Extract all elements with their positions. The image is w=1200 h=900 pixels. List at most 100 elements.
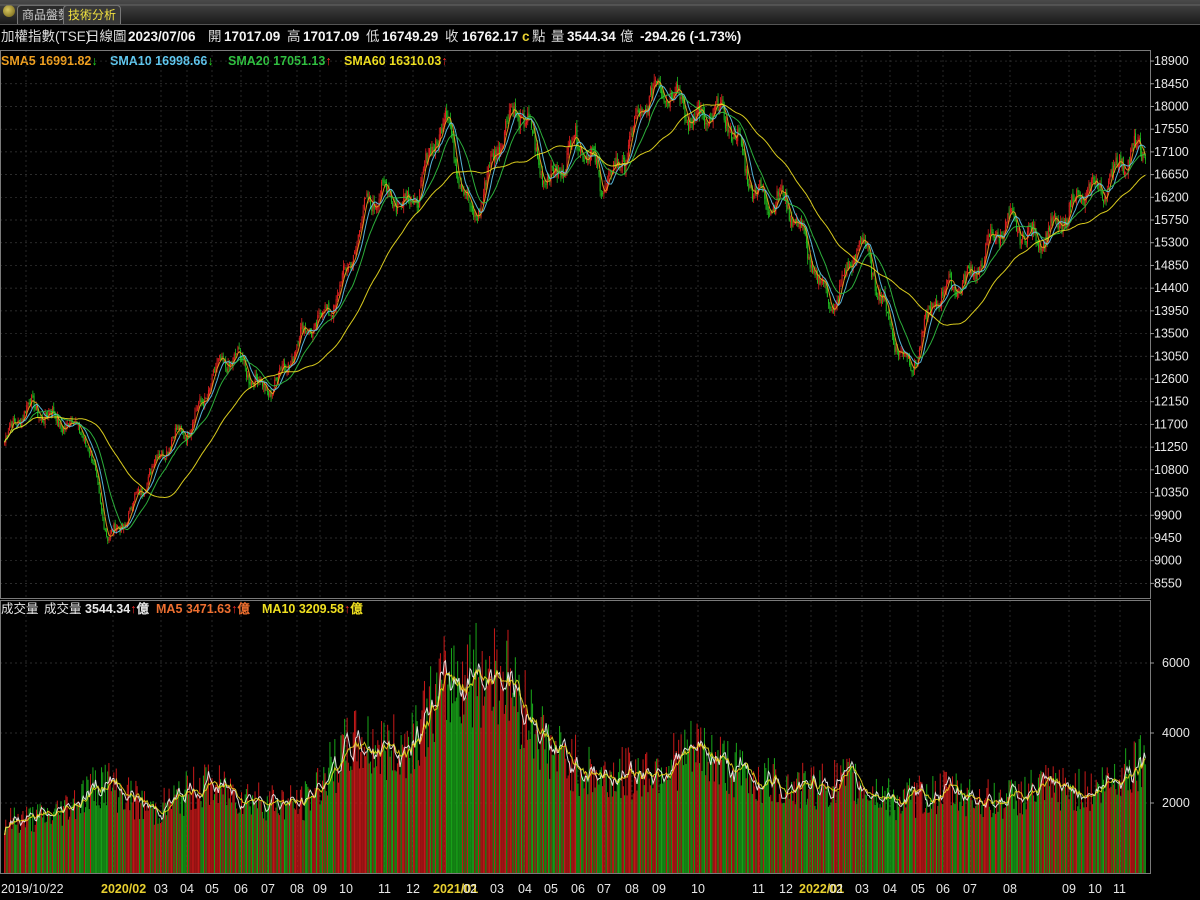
candle-body xyxy=(1012,208,1014,212)
candle-body xyxy=(632,126,634,134)
candle-body xyxy=(928,306,930,308)
volume-bar xyxy=(685,763,687,873)
volume-bar xyxy=(286,800,288,873)
candle-body xyxy=(81,433,83,435)
vol-ma10-legend[interactable]: MA10 3209.58↑億 xyxy=(262,602,363,616)
volume-bar xyxy=(738,772,740,873)
volume-bar xyxy=(522,705,524,873)
volume-bar xyxy=(697,728,699,873)
volume-bar xyxy=(578,795,580,873)
volume-bar xyxy=(950,805,952,873)
volume-bar xyxy=(395,771,397,873)
candle-body xyxy=(898,351,900,357)
candle-body xyxy=(744,155,746,172)
volume-bar xyxy=(13,807,15,873)
symbol-name[interactable]: 加權指數(TSE) xyxy=(1,29,91,44)
candle-body xyxy=(1061,223,1063,231)
candle-body xyxy=(66,423,68,426)
volume-bar xyxy=(352,732,354,873)
volume-bar xyxy=(270,799,272,873)
volume-bar xyxy=(466,644,468,873)
candle-body xyxy=(502,144,504,149)
volume-bar xyxy=(414,769,416,873)
candle-body xyxy=(1035,228,1037,243)
volume-bar xyxy=(588,746,590,873)
volume-legend-value[interactable]: 成交量 3544.34↑億 xyxy=(44,602,149,616)
volume-bar xyxy=(998,792,1000,873)
volume-bar xyxy=(749,774,751,873)
volume-bar xyxy=(495,660,497,873)
high-label: 高 xyxy=(287,29,301,44)
volume-bar xyxy=(880,807,882,873)
volume-bar xyxy=(277,813,279,873)
volume-bar xyxy=(105,805,107,873)
candle-body xyxy=(966,266,968,274)
price-tick-label: 18450 xyxy=(1154,77,1189,91)
candle-body xyxy=(631,133,633,135)
volume-bar xyxy=(382,742,384,873)
volume-bar xyxy=(317,768,319,873)
candle-body xyxy=(199,398,201,403)
x-tick-label: 11 xyxy=(752,882,765,896)
candle-body xyxy=(473,210,475,218)
volume-bar xyxy=(877,802,879,873)
volume-bar xyxy=(430,666,432,873)
x-tick-label: 05 xyxy=(205,882,219,896)
volume-bar xyxy=(570,790,572,873)
candle-body xyxy=(281,365,283,369)
volume-bar xyxy=(859,783,861,873)
volume-bar xyxy=(279,815,281,873)
candle-body xyxy=(909,355,911,366)
volume-bar xyxy=(811,775,814,873)
volume-bar xyxy=(473,649,475,873)
candle-body xyxy=(528,112,530,118)
volume-bar xyxy=(240,792,243,873)
volume-bar xyxy=(307,786,309,873)
candle-body xyxy=(474,212,476,217)
candle-body xyxy=(791,217,793,227)
volume-bar xyxy=(675,750,677,873)
sma20-legend[interactable]: SMA20 17051.13↑ xyxy=(228,54,332,68)
volume-bar xyxy=(525,708,527,873)
volume-bar xyxy=(670,759,672,873)
volume-bar xyxy=(883,798,885,873)
volume-bar xyxy=(913,782,915,873)
candle-body xyxy=(920,347,922,349)
candle-body xyxy=(875,292,877,296)
volume-bar xyxy=(807,798,809,873)
candle-body xyxy=(422,168,424,173)
tab-market-overview[interactable]: 商品盤勢 xyxy=(17,5,76,24)
volume-bar xyxy=(322,780,324,873)
candle-body xyxy=(311,333,313,337)
volume-bar xyxy=(163,787,165,873)
volume-bar xyxy=(35,809,37,873)
candle-body xyxy=(743,149,745,156)
x-tick-label: 03 xyxy=(855,882,869,896)
volume-bar xyxy=(266,796,268,873)
candle-body xyxy=(537,146,539,159)
candle-body xyxy=(577,143,579,150)
candle-body xyxy=(732,138,734,140)
volume-bar xyxy=(94,770,96,873)
volume-bar xyxy=(448,672,450,873)
volume-bar xyxy=(576,761,578,873)
candle-body xyxy=(475,214,477,218)
volume-bar xyxy=(70,809,72,873)
candle-body xyxy=(550,163,552,183)
volume-bar xyxy=(971,800,973,873)
volume-tick-label: 6000 xyxy=(1162,656,1190,670)
candle-body xyxy=(365,197,367,199)
volume-bar xyxy=(868,800,870,873)
volume-bar xyxy=(951,776,954,873)
vol-ma5-legend[interactable]: MA5 3471.63↑億 xyxy=(156,602,250,616)
candle-body xyxy=(55,414,57,422)
candle-body xyxy=(47,415,49,417)
volume-bar xyxy=(161,821,163,873)
candle-body xyxy=(912,370,914,372)
candle-body xyxy=(641,107,643,111)
candle-body xyxy=(1011,210,1013,211)
candle-body xyxy=(636,108,638,114)
period-label[interactable]: 日線圖 xyxy=(86,29,127,44)
volume-bar xyxy=(679,759,681,873)
